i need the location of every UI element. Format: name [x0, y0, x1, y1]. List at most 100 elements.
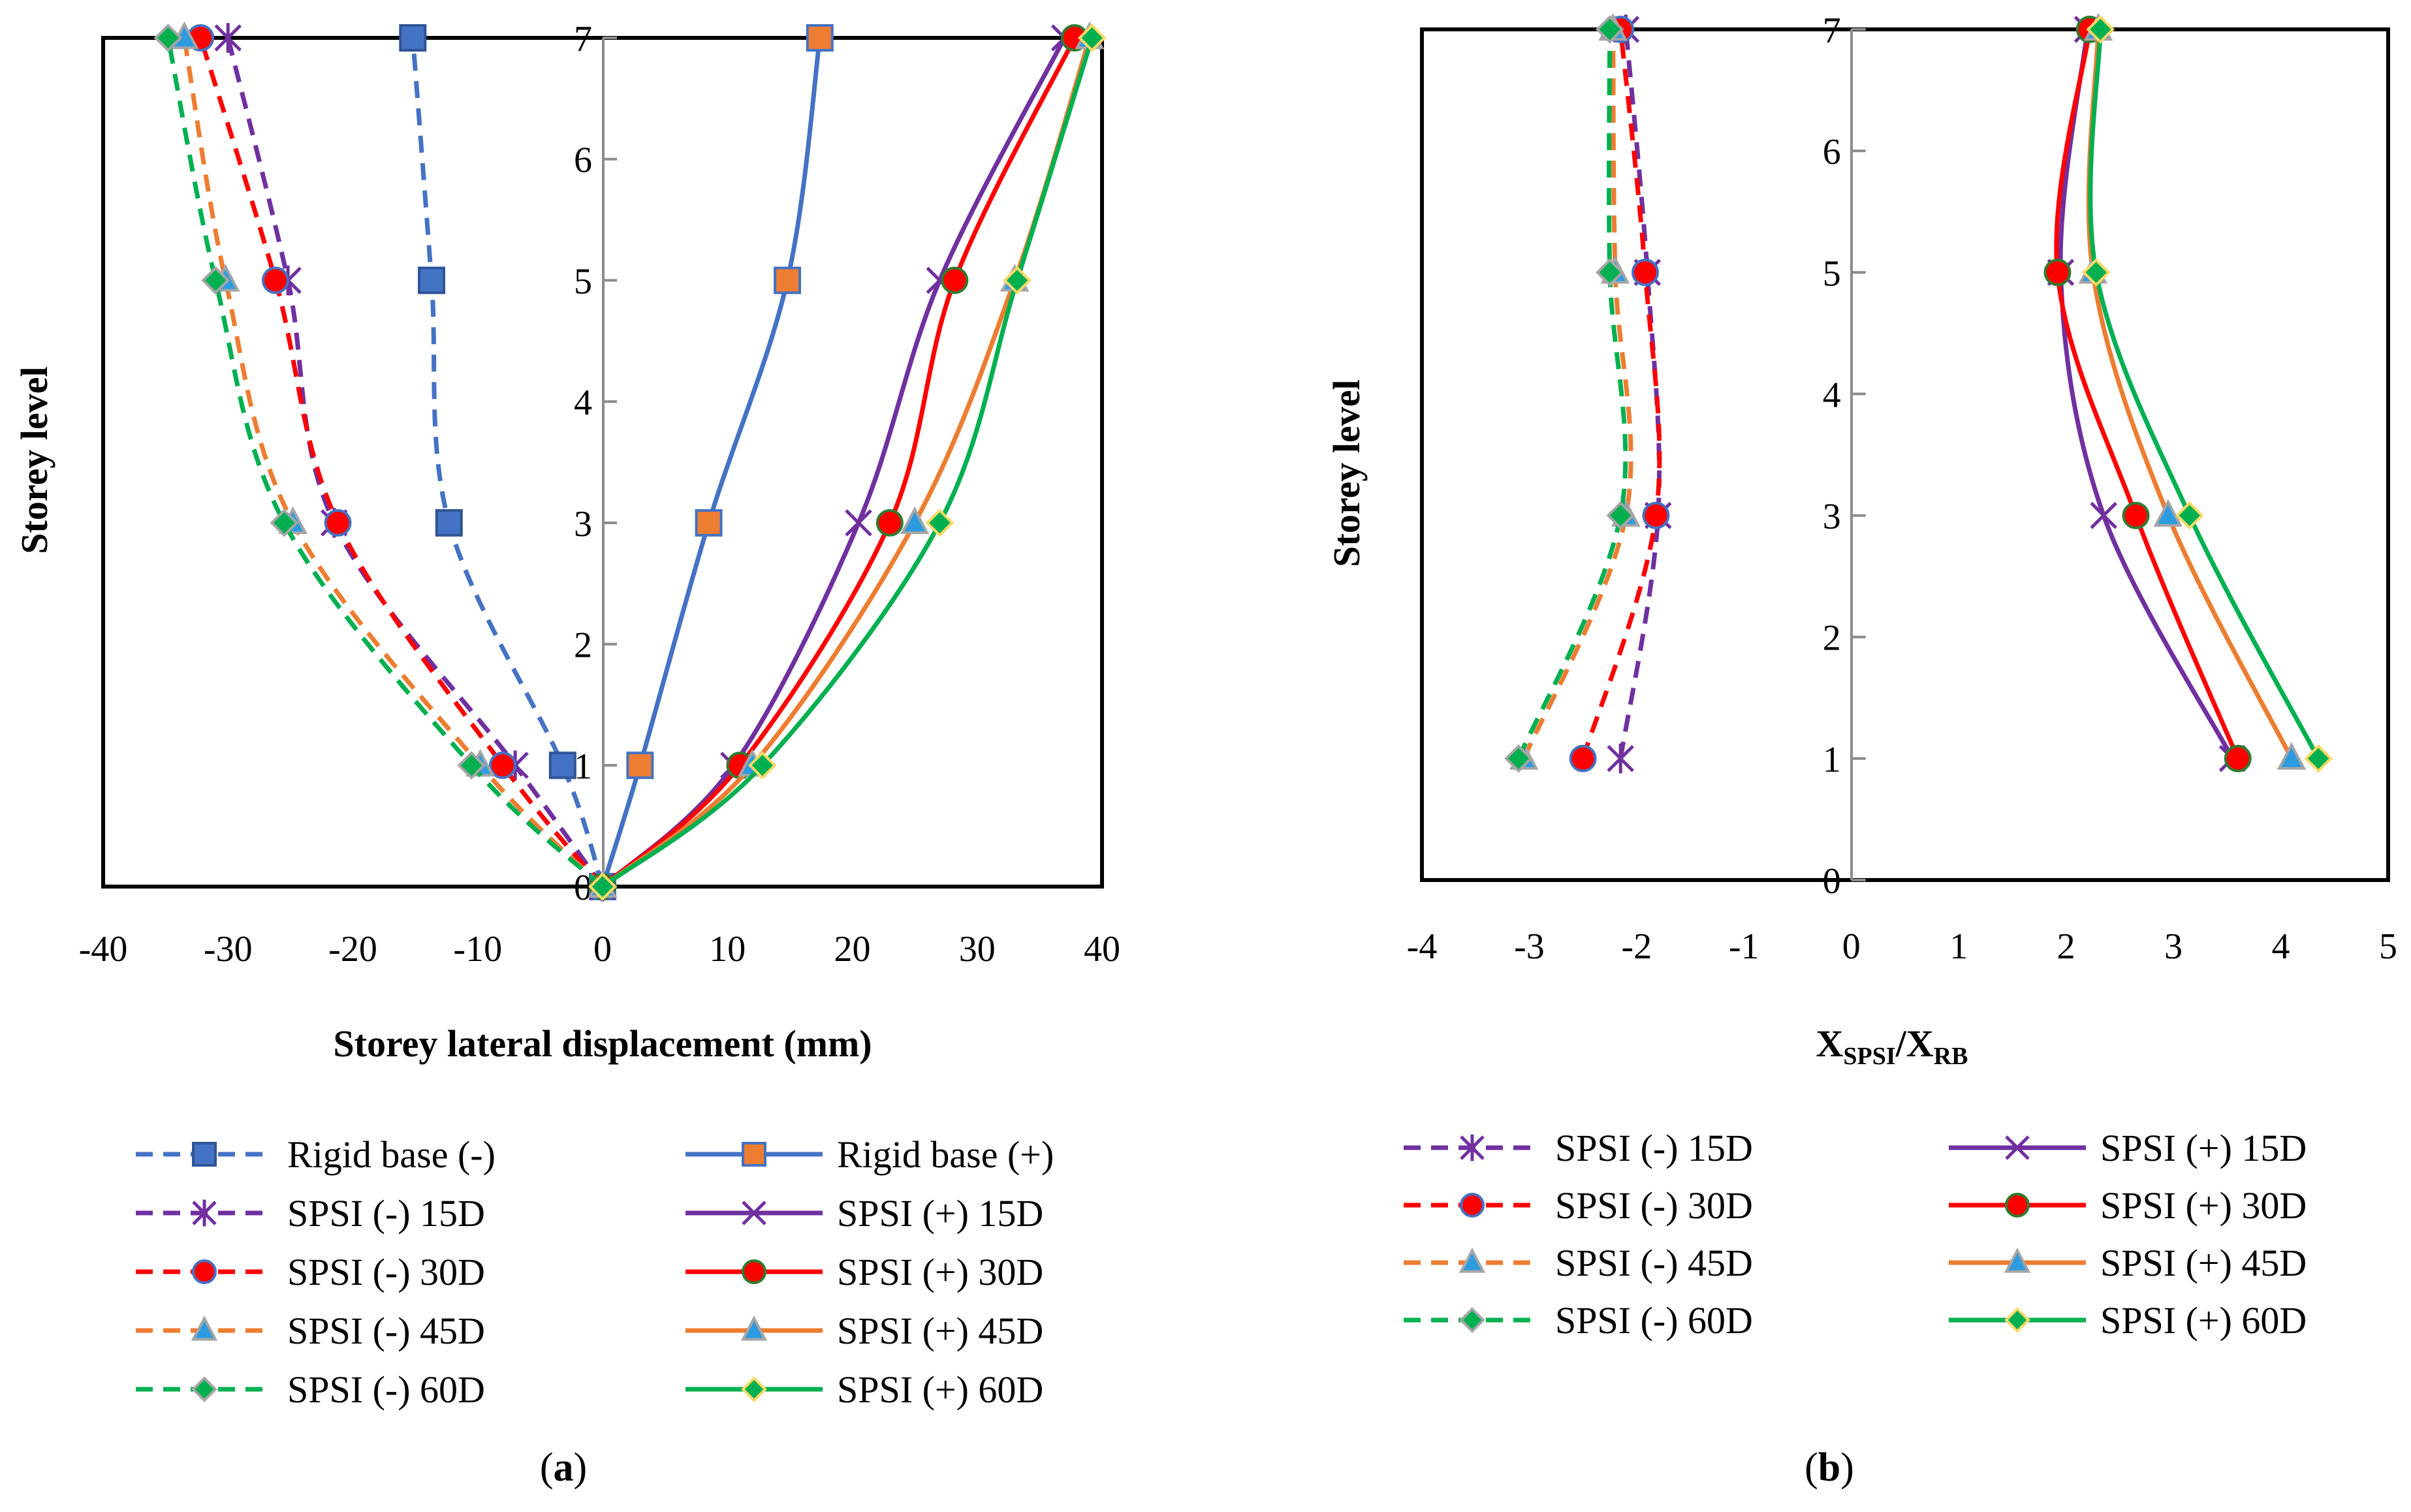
data-point [1631, 259, 1660, 287]
legend-marker [2004, 1248, 2031, 1273]
y-tick-label: 7 [1823, 10, 1841, 51]
panel-caption-b: (b) [1804, 1445, 1854, 1490]
legend-label: SPSI (+) 15D [837, 1192, 1043, 1235]
x-axis-title-b-sub1: SPSI [1843, 1043, 1895, 1070]
y-ticks-b: 0 1 2 3 4 5 6 7 [1823, 10, 1866, 902]
legend-item-spsi-45d: SPSI (-) 45D [1404, 1242, 1753, 1284]
x-tick-label: 5 [2379, 926, 2397, 967]
legend-marker [2004, 1307, 2030, 1333]
series-line-spsi-15d [601, 37, 1067, 889]
y-tick-label: 2 [574, 625, 592, 666]
legend-label: SPSI (+) 30D [837, 1251, 1043, 1293]
legend-label: SPSI (-) 60D [287, 1368, 485, 1411]
y-tick-label: 7 [574, 19, 592, 59]
legend-label: SPSI (-) 45D [287, 1310, 485, 1352]
legend-marker [742, 1201, 766, 1225]
legend-label: SPSI (+) 45D [2100, 1242, 2307, 1284]
legend-marker [191, 1376, 217, 1402]
x-tick-label: 40 [1084, 929, 1120, 969]
legend-marker [1460, 1134, 1485, 1161]
legend-marker [742, 1142, 766, 1167]
series-line-rigid-base [600, 37, 823, 888]
data-point [875, 509, 904, 537]
series-group-a [153, 21, 1107, 902]
data-point [261, 266, 289, 294]
legend-label: SPSI (+) 15D [2100, 1127, 2307, 1169]
data-point [2175, 501, 2204, 530]
data-point [774, 266, 802, 294]
data-point [695, 509, 723, 537]
data-point [2304, 744, 2333, 773]
data-point [2086, 15, 2115, 44]
data-point [201, 266, 230, 295]
series-spsi-60d [153, 24, 617, 901]
series-line-spsi-15d [1618, 29, 1662, 759]
data-point [1077, 24, 1107, 52]
y-tick-label: 6 [574, 140, 592, 181]
legend-marker [740, 1315, 768, 1341]
data-point [435, 509, 463, 537]
legend-marker [741, 1376, 767, 1402]
x-tick-label: -30 [204, 929, 253, 969]
data-point [548, 751, 576, 780]
legend-item-spsi-60d: SPSI (-) 60D [1404, 1299, 1753, 1342]
x-tick-label: 4 [2272, 926, 2290, 967]
x-axis-title-b-sub2: RB [1934, 1043, 1968, 1070]
chart-panel-b: 0 1 2 3 4 5 6 7 -4 -3 -2 -1 0 1 2 3 4 5 XSPSI/XRB Storey… [1325, 10, 2397, 1490]
panel-caption-a-letter: a [554, 1445, 574, 1490]
legend-marker [191, 1315, 218, 1341]
data-point [417, 266, 445, 294]
data-point [1569, 744, 1597, 772]
series-spsi-60d [588, 24, 1107, 901]
data-point [1595, 15, 1624, 44]
legend-label: SPSI (-) 15D [287, 1192, 485, 1235]
series-line-spsi-60d [166, 37, 605, 889]
y-tick-label: 2 [1823, 618, 1841, 659]
legend-label: Rigid base (-) [287, 1133, 496, 1176]
x-tick-label: -3 [1514, 926, 1545, 967]
x-tick-label: -1 [1729, 926, 1759, 967]
x-tick-label: 20 [834, 929, 871, 969]
y-tick-label: 6 [1823, 132, 1841, 172]
legend-label: SPSI (-) 45D [1555, 1242, 1753, 1284]
data-point [270, 509, 299, 537]
y-tick-label: 3 [1823, 497, 1841, 537]
data-point [489, 751, 516, 780]
panel-caption-a: (a) [540, 1445, 587, 1490]
legend-b: SPSI (-) 15D SPSI (+) 15D SPSI (-) 30D SPSI… [1404, 1127, 2307, 1342]
data-point [1595, 258, 1624, 287]
x-axis-title-b: XSPSI/XRB [1816, 1022, 1968, 1070]
data-point [2224, 744, 2252, 772]
legend-label: SPSI (-) 30D [287, 1251, 485, 1293]
x-axis-title-a: Storey lateral displacement (mm) [333, 1022, 872, 1065]
legend-item-spsi-30d: SPSI (-) 30D [1404, 1184, 1753, 1227]
legend-item-spsi-45d: SPSI (+) 45D [1949, 1242, 2307, 1284]
data-point [153, 24, 183, 52]
data-point [457, 751, 486, 780]
data-point [1606, 501, 1635, 530]
series-spsi-60d [1504, 15, 1635, 773]
legend-marker [192, 1199, 217, 1227]
series-line-spsi-15d [2058, 29, 2235, 760]
legend-marker [192, 1259, 217, 1284]
y-tick-label: 3 [574, 504, 592, 544]
x-tick-label: 1 [1949, 926, 1968, 967]
x-tick-label: -40 [79, 929, 128, 969]
legend-label: SPSI (-) 15D [1555, 1127, 1753, 1169]
x-tick-label: -2 [1622, 926, 1652, 967]
legend-marker [742, 1259, 766, 1284]
data-point [2043, 259, 2072, 287]
y-tick-label: 4 [574, 383, 592, 423]
x-tick-label: 30 [959, 929, 996, 969]
x-ticks-a: -40 -30 -20 -10 0 10 20 30 40 [79, 929, 1120, 969]
x-tick-label: 2 [2057, 926, 2075, 967]
legend-marker [192, 1142, 217, 1167]
legend-item-spsi-30d: SPSI (-) 30D [136, 1251, 485, 1293]
series-line-spsi-30d [2054, 29, 2241, 760]
chart-panel-a: 0 1 2 3 4 5 6 7 -40 -30 -20 -10 0 10 20 30 40 Storey la… [13, 19, 1120, 1490]
x-tick-label: 0 [1842, 926, 1861, 967]
legend-marker [1460, 1193, 1485, 1218]
data-point [1504, 744, 1533, 773]
legend-item-spsi-30d: SPSI (+) 30D [1949, 1184, 2307, 1227]
legend-label: SPSI (+) 60D [2100, 1299, 2307, 1342]
